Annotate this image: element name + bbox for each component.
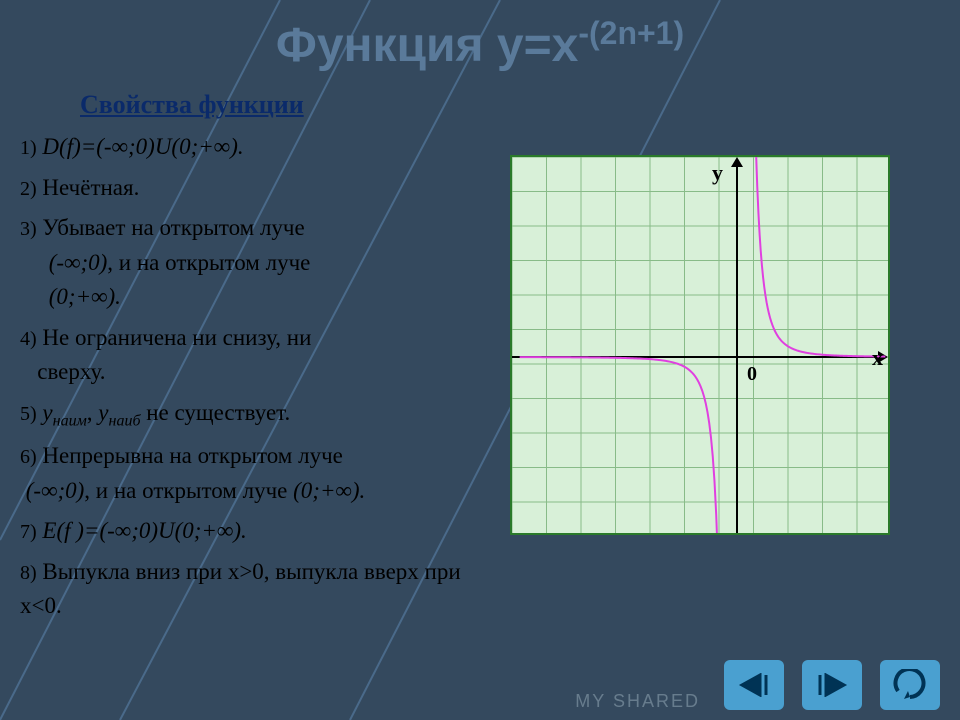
property-item: 7) E(f )=(-∞;0)U(0;+∞).: [20, 514, 490, 549]
prev-button[interactable]: [724, 660, 784, 710]
graph-svg: x y 0: [512, 157, 888, 533]
home-button[interactable]: [880, 660, 940, 710]
home-icon: [890, 669, 930, 701]
subtitle: Свойства функции: [80, 90, 304, 120]
nav-buttons: [724, 660, 940, 710]
properties-list: 1) D(f)=(-∞;0)U(0;+∞). 2) Нечётная. 3) Убы…: [20, 130, 490, 630]
property-item: 3) Убывает на открытом луче (-∞;0), и на…: [20, 211, 490, 315]
next-icon: [814, 673, 850, 697]
svg-text:y: y: [712, 160, 723, 185]
watermark: MY SHARED: [575, 691, 700, 712]
svg-text:0: 0: [747, 363, 757, 385]
title-text: Функция y=x: [276, 19, 578, 72]
prev-icon: [736, 673, 772, 697]
next-button[interactable]: [802, 660, 862, 710]
property-item: 8) Выпукла вниз при x>0, выпукла вверх п…: [20, 555, 490, 624]
property-item: 5) yнаим, yнаиб не существует.: [20, 396, 490, 434]
property-item: 2) Нечётная.: [20, 171, 490, 206]
function-graph: x y 0: [510, 155, 890, 535]
page-title: Функция y=x-(2n+1): [0, 15, 960, 73]
title-exponent: -(2n+1): [578, 15, 684, 51]
svg-text:x: x: [872, 345, 883, 370]
property-item: 4) Не ограничена ни снизу, ни сверху.: [20, 321, 490, 390]
property-item: 1) D(f)=(-∞;0)U(0;+∞).: [20, 130, 490, 165]
property-item: 6) Непрерывна на открытом луче (-∞;0), и…: [20, 439, 490, 508]
